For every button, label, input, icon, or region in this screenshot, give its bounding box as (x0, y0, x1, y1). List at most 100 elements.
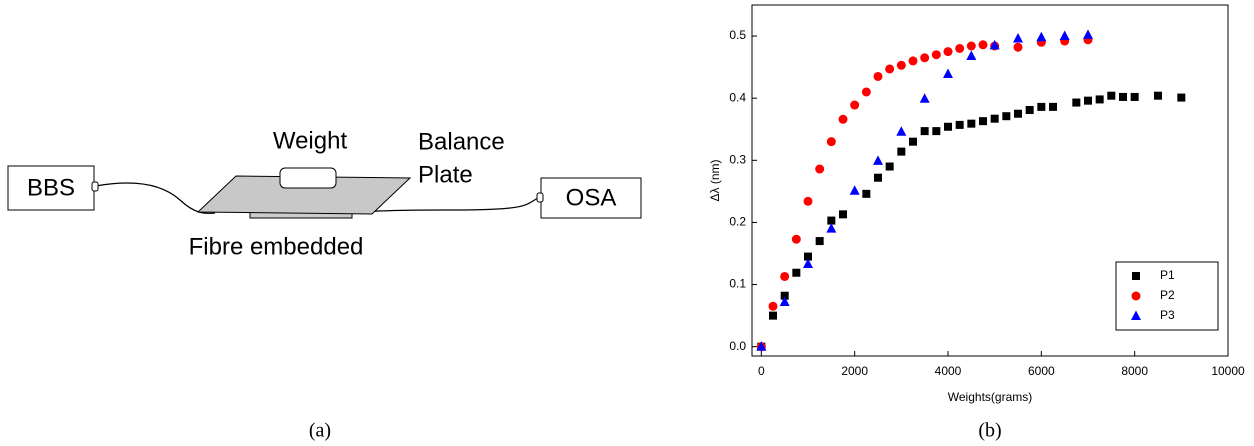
marker (908, 56, 918, 66)
connector (536, 192, 544, 203)
y-tick-label: 0.3 (729, 152, 746, 166)
marker (978, 40, 988, 50)
marker (931, 50, 941, 60)
marker (919, 93, 930, 103)
x-tick-label: 4000 (935, 364, 962, 378)
marker (780, 291, 789, 300)
marker (1131, 291, 1141, 301)
marker (896, 60, 906, 70)
marker (803, 196, 813, 206)
marker (920, 53, 930, 63)
marker (1037, 102, 1046, 111)
x-tick-label: 0 (758, 364, 765, 378)
osa-label: OSA (566, 184, 617, 211)
marker (1025, 105, 1034, 114)
marker (850, 100, 860, 110)
marker (955, 120, 964, 129)
marker (1049, 102, 1057, 111)
osa-box (540, 177, 642, 219)
marker (838, 114, 848, 124)
y-tick-label: 0.4 (729, 90, 746, 104)
marker (779, 296, 790, 306)
marker (885, 162, 894, 171)
marker (1014, 109, 1022, 118)
marker (1131, 310, 1141, 320)
marker (1059, 30, 1070, 41)
marker (966, 41, 976, 51)
marker (966, 50, 977, 60)
marker (804, 252, 812, 261)
marker (1036, 31, 1047, 42)
caption: (b) (978, 420, 1001, 442)
marker (896, 126, 907, 136)
marker (1002, 112, 1011, 121)
connector (91, 181, 99, 192)
marker (803, 258, 813, 269)
x-tick-label: 6000 (1028, 364, 1055, 378)
marker (1154, 91, 1162, 100)
marker (1083, 29, 1093, 39)
plate-label: Plate (418, 161, 473, 188)
fibre-left (95, 182, 216, 214)
marker (826, 137, 836, 147)
x-tick-label: 10000 (1211, 364, 1245, 378)
y-tick-label: 0.1 (729, 277, 746, 291)
marker (897, 147, 906, 156)
chart: 0 2000 4000 6000 8000 10000 0.0 0.1 0.2 0.3 0.4 0.5… (708, 4, 1245, 404)
marker (1095, 95, 1104, 104)
marker (943, 68, 953, 78)
y-tick-label: 0.2 (729, 215, 746, 229)
marker (989, 39, 1000, 50)
fibre-right (359, 197, 539, 213)
marker (792, 268, 801, 277)
marker (932, 127, 941, 136)
legend-label: P2 (1160, 288, 1175, 302)
legend-label: P3 (1160, 308, 1175, 322)
marker (944, 122, 952, 131)
legend-label: P1 (1160, 268, 1175, 282)
y-tick-label: 0.5 (729, 28, 746, 42)
plot-frame (751, 4, 1229, 357)
marker (955, 43, 965, 53)
marker (967, 119, 976, 128)
y-axis-label: Δλ (nm) (708, 159, 722, 201)
caption: (a) (309, 420, 331, 442)
marker (1084, 96, 1092, 105)
plate-label: Balance (418, 128, 505, 155)
weight-label: Weight (273, 127, 348, 154)
marker (1119, 92, 1127, 101)
x-tick-label: 2000 (841, 364, 868, 378)
marker (862, 189, 871, 198)
marker (990, 114, 999, 123)
fibre-label: Fibre embedded (189, 233, 364, 260)
marker (756, 341, 767, 351)
marker (1130, 92, 1139, 101)
y-tick-label: 0.0 (729, 339, 746, 353)
marker (849, 185, 860, 195)
marker (873, 71, 883, 81)
marker (1132, 272, 1140, 280)
marker (815, 237, 824, 246)
marker (1177, 93, 1186, 102)
marker (874, 173, 882, 182)
marker (769, 311, 777, 320)
marker (873, 155, 883, 165)
diagram: Weight Balance Plate BBS OSA Fibre embed… (7, 127, 642, 260)
marker (827, 216, 836, 225)
marker (861, 87, 871, 97)
x-tick-label: 8000 (1121, 364, 1148, 378)
marker (920, 127, 929, 136)
weight-block (279, 167, 337, 189)
marker (885, 64, 895, 74)
marker (768, 301, 778, 311)
bbs-label: BBS (27, 174, 75, 201)
marker (943, 47, 953, 57)
balance-plate (196, 175, 412, 215)
marker (1013, 42, 1023, 52)
marker (815, 164, 825, 174)
marker (791, 234, 801, 244)
marker (1107, 91, 1116, 100)
marker (979, 117, 987, 126)
